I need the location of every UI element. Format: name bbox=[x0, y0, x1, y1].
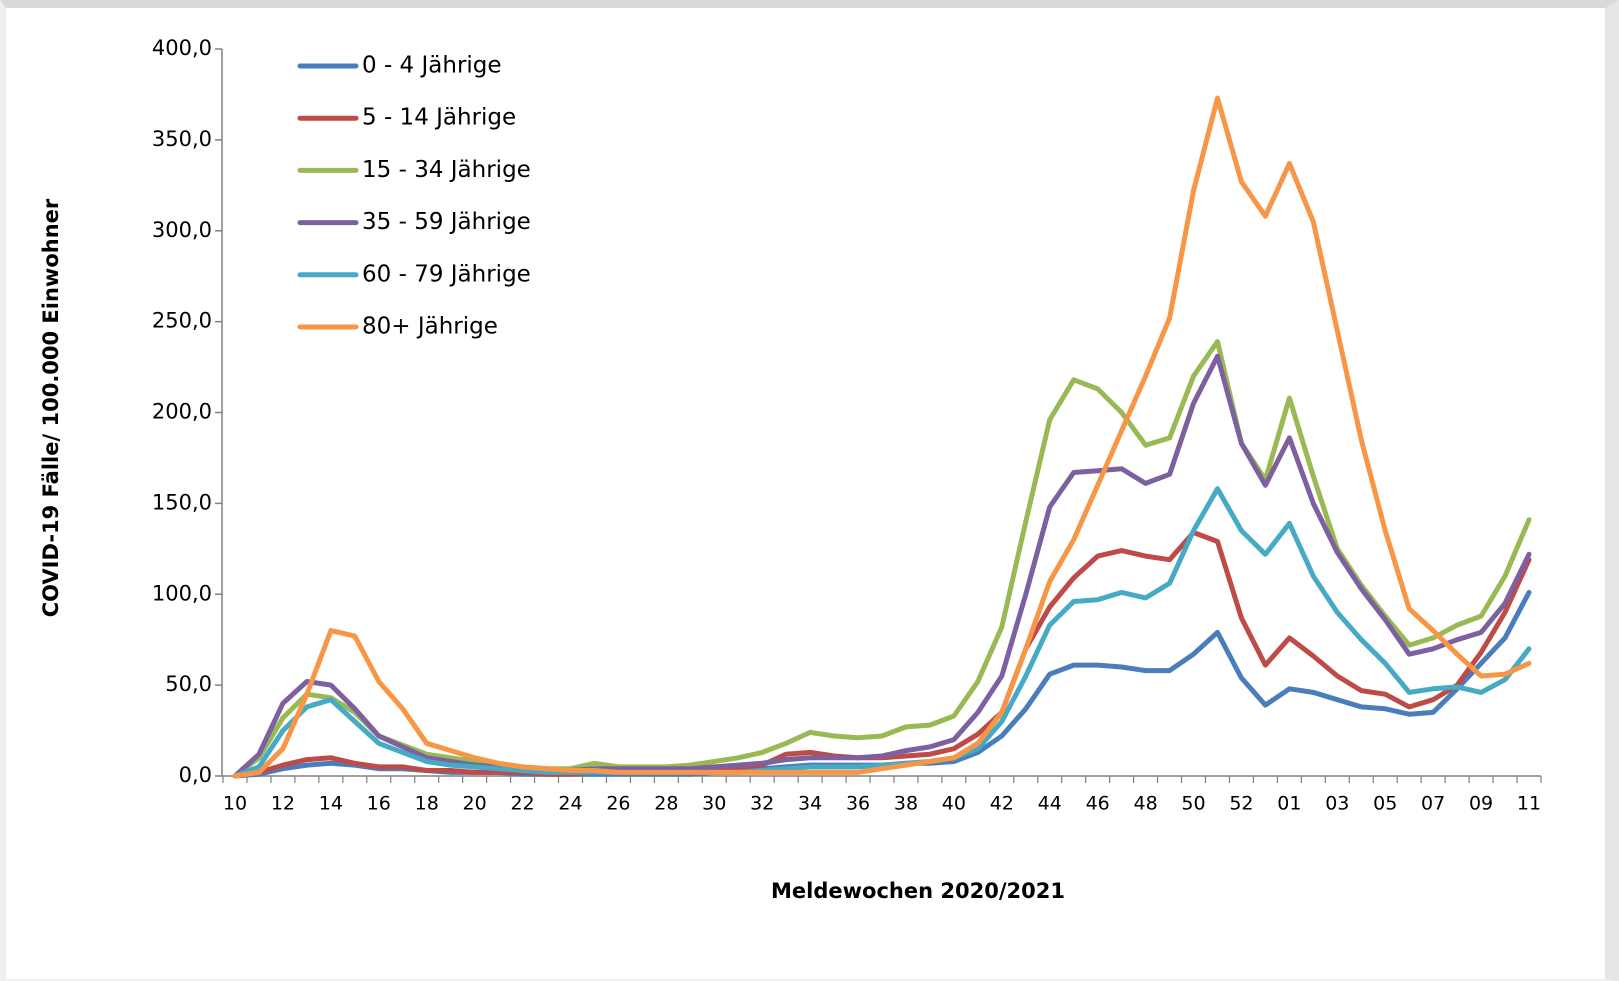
x-tick-label: 10 bbox=[223, 793, 247, 815]
legend-label: 80+ Jährige bbox=[362, 314, 498, 340]
x-tick-label: 50 bbox=[1181, 793, 1205, 815]
x-tick-label: 11 bbox=[1517, 793, 1541, 815]
x-tick-label: 32 bbox=[750, 793, 774, 815]
y-tick-label: 200,0 bbox=[152, 400, 212, 424]
y-tick-label: 100,0 bbox=[152, 581, 212, 605]
x-tick-label: 12 bbox=[271, 793, 295, 815]
x-tick-label: 18 bbox=[415, 793, 439, 815]
x-tick-label: 34 bbox=[798, 793, 822, 815]
x-tick-label: 03 bbox=[1325, 793, 1349, 815]
x-tick-label: 09 bbox=[1469, 793, 1493, 815]
y-tick-label: 0,0 bbox=[179, 763, 212, 787]
x-tick-label: 30 bbox=[702, 793, 726, 815]
series-line bbox=[232, 95, 1532, 779]
series-line bbox=[232, 339, 1532, 779]
x-tick-label: 07 bbox=[1421, 793, 1445, 815]
x-tick-label: 14 bbox=[319, 793, 343, 815]
series-line bbox=[232, 486, 1532, 779]
x-tick-label: 05 bbox=[1373, 793, 1397, 815]
series-line bbox=[232, 530, 1532, 779]
y-tick-label: 400,0 bbox=[152, 36, 212, 60]
legend-label: 5 - 14 Jährige bbox=[362, 105, 516, 131]
legend-label: 60 - 79 Jährige bbox=[362, 261, 531, 287]
legend-label: 15 - 34 Jährige bbox=[362, 157, 531, 183]
y-tick-label: 50,0 bbox=[165, 672, 212, 696]
x-tick-label: 28 bbox=[654, 793, 678, 815]
x-tick-label: 38 bbox=[894, 793, 918, 815]
x-tick-label: 42 bbox=[990, 793, 1014, 815]
y-tick-label: 250,0 bbox=[152, 309, 212, 333]
x-tick-label: 20 bbox=[463, 793, 487, 815]
series-line bbox=[232, 589, 1532, 779]
x-tick-label: 52 bbox=[1229, 793, 1253, 815]
x-tick-label: 01 bbox=[1277, 793, 1301, 815]
x-tick-label: 48 bbox=[1133, 793, 1157, 815]
x-tick-label: 40 bbox=[942, 793, 966, 815]
x-tick-label: 46 bbox=[1086, 793, 1110, 815]
x-tick-label: 24 bbox=[558, 793, 582, 815]
x-tick-label: 22 bbox=[510, 793, 534, 815]
y-axis-title: COVID-19 Fälle/ 100.000 Einwohner bbox=[39, 198, 63, 617]
x-tick-label: 36 bbox=[846, 793, 870, 815]
x-axis-title: Meldewochen 2020/2021 bbox=[771, 879, 1065, 903]
x-tick-label: 44 bbox=[1038, 793, 1062, 815]
y-tick-label: 350,0 bbox=[152, 127, 212, 151]
legend-label: 35 - 59 Jährige bbox=[362, 209, 531, 235]
legend-label: 0 - 4 Jährige bbox=[362, 53, 502, 79]
x-tick-label: 16 bbox=[367, 793, 391, 815]
y-tick-label: 150,0 bbox=[152, 490, 212, 514]
x-tick-label: 26 bbox=[606, 793, 630, 815]
series-line bbox=[232, 353, 1532, 779]
y-tick-label: 300,0 bbox=[152, 218, 212, 242]
